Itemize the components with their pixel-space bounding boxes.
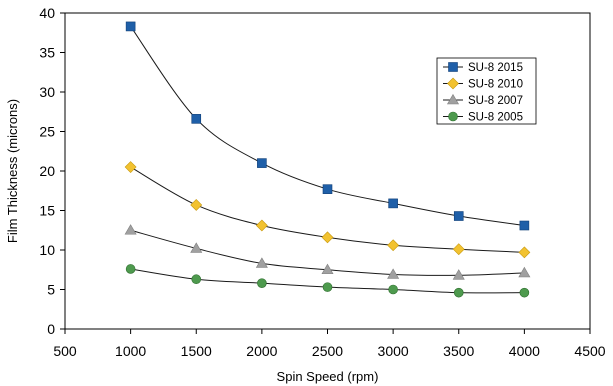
- legend-marker: [446, 93, 460, 105]
- data-point: [519, 287, 530, 298]
- x-tick-label: 1500: [181, 343, 212, 359]
- y-tick-label: 25: [39, 124, 55, 140]
- y-tick-label: 20: [39, 163, 55, 179]
- data-point: [388, 198, 398, 209]
- series-su-8-2005: [125, 264, 530, 298]
- y-tick-label: 5: [47, 282, 55, 298]
- series-su-8-2015: [125, 21, 530, 231]
- legend-label: SU-8 2005: [468, 112, 523, 124]
- x-tick-label: 500: [53, 343, 77, 359]
- series-layer: [124, 21, 531, 298]
- y-axis: 0 5 10 15 20 25 30 35 40: [39, 5, 65, 337]
- data-point: [257, 278, 267, 288]
- x-tick-label: 4500: [574, 343, 605, 359]
- data-point: [125, 264, 136, 274]
- legend-marker: [448, 62, 458, 72]
- x-tick-label: 3500: [443, 343, 474, 359]
- data-point: [322, 282, 333, 292]
- series-su-8-2010: [124, 161, 531, 259]
- x-tick-label: 2000: [246, 343, 277, 359]
- data-point: [255, 219, 268, 232]
- series-line: [130, 26, 525, 227]
- data-point: [124, 224, 137, 235]
- data-point: [453, 211, 464, 221]
- y-axis-title: Film Thickness (microns): [5, 99, 20, 243]
- series-su-8-2007: [124, 224, 531, 280]
- y-tick-label: 10: [39, 242, 55, 258]
- legend-label: SU-8 2015: [468, 62, 523, 74]
- legend-marker: [448, 111, 458, 122]
- y-tick-label: 30: [39, 84, 55, 100]
- data-point: [387, 268, 400, 279]
- x-axis-title: Spin Speed (rpm): [277, 369, 379, 384]
- legend: SU-8 2015 SU-8 2010 SU-8 2007 SU-8 2005: [436, 57, 537, 125]
- x-tick-label: 3000: [378, 343, 409, 359]
- data-point: [453, 287, 464, 298]
- data-point: [255, 257, 268, 268]
- data-point: [387, 239, 400, 252]
- data-point: [321, 231, 334, 244]
- data-point: [191, 114, 202, 124]
- x-tick-label: 1000: [115, 343, 146, 359]
- y-tick-label: 15: [39, 203, 55, 219]
- data-point: [518, 266, 531, 278]
- data-point: [519, 220, 530, 231]
- data-point: [321, 263, 334, 275]
- y-tick-label: 0: [47, 321, 55, 337]
- data-point: [322, 184, 333, 194]
- data-point: [518, 246, 531, 259]
- legend-marker: [447, 77, 459, 90]
- data-point: [388, 284, 398, 295]
- data-point: [191, 274, 202, 285]
- data-point: [190, 199, 203, 211]
- legend-label: SU-8 2010: [468, 79, 523, 91]
- data-point: [125, 21, 136, 32]
- x-axis: 500 1000 1500 2000 2500 3000 3500 4000 4500: [53, 329, 606, 359]
- data-point: [452, 269, 465, 280]
- data-point: [124, 161, 137, 173]
- y-tick-label: 40: [39, 5, 55, 21]
- data-point: [190, 242, 203, 253]
- data-point: [452, 243, 465, 256]
- y-tick-label: 35: [39, 45, 55, 61]
- x-tick-label: 2500: [312, 343, 343, 359]
- x-tick-label: 4000: [509, 343, 540, 359]
- legend-label: SU-8 2007: [468, 95, 523, 107]
- data-point: [257, 158, 267, 168]
